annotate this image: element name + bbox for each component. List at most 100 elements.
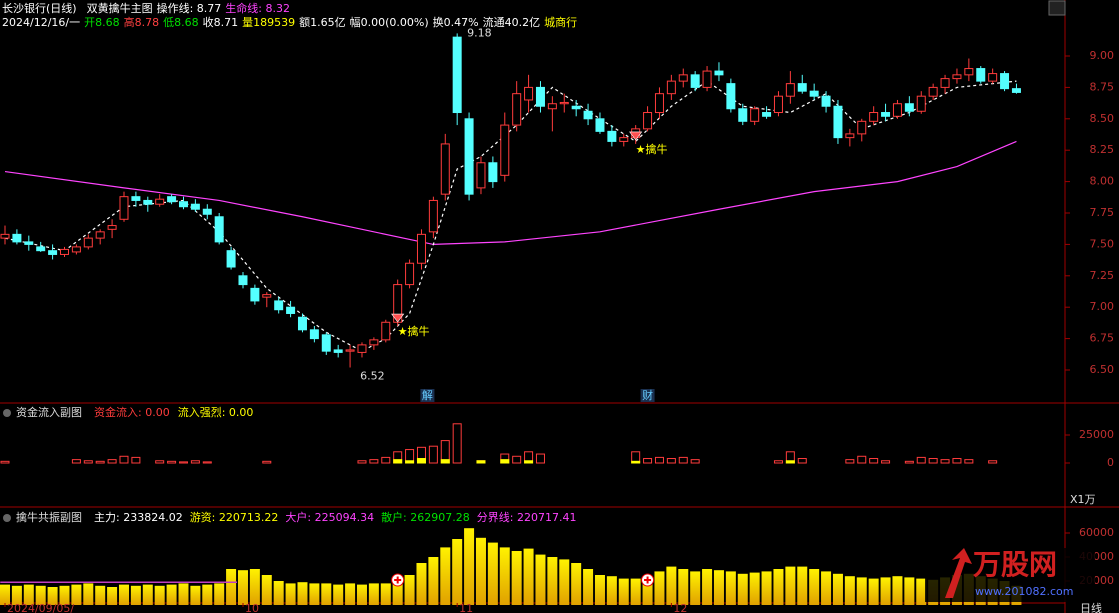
candle-body xyxy=(452,36,462,114)
bar xyxy=(428,557,439,605)
bar xyxy=(809,569,820,605)
legend-entry: 资金流入: 0.00 xyxy=(94,405,170,419)
quote-item: 额1.65亿 xyxy=(299,16,346,29)
candle-body xyxy=(12,233,22,243)
bar xyxy=(368,583,379,605)
legend-entry: 散户: 262907.28 xyxy=(381,510,470,524)
candle-body xyxy=(547,103,557,110)
y-tick-label: 7.75 xyxy=(1090,206,1115,219)
candle-body xyxy=(643,112,653,130)
y-tick-label: 60000 xyxy=(1079,526,1114,539)
legend-entry: 主力: 233824.02 xyxy=(94,511,183,524)
x-tick-label: 2024/09/05/ xyxy=(7,602,74,613)
bar xyxy=(59,585,70,605)
candle-body xyxy=(940,78,950,88)
bar xyxy=(511,551,522,605)
candle-body xyxy=(167,196,177,203)
candle-body xyxy=(36,246,46,252)
bar xyxy=(452,423,462,464)
candle-body xyxy=(107,225,117,230)
legend-entry: 分界线: 220717.41 xyxy=(477,510,577,524)
event-label: 解 xyxy=(422,388,433,402)
bar xyxy=(964,459,974,464)
candle-body xyxy=(381,321,391,341)
logo-url: www.201082.com xyxy=(975,585,1073,598)
x-tick-label: 11 xyxy=(459,602,473,613)
candle-body xyxy=(440,143,450,195)
bar xyxy=(202,461,212,464)
stock-name: 长沙银行(日线) xyxy=(2,2,77,15)
bar xyxy=(666,566,677,605)
candle-body xyxy=(286,306,296,314)
panel-icon xyxy=(3,514,11,522)
candle-body xyxy=(571,105,581,110)
candle-body xyxy=(416,233,426,264)
candle-body xyxy=(607,130,617,142)
candle-body xyxy=(857,120,867,135)
bar xyxy=(702,569,713,605)
candle-body xyxy=(976,68,986,82)
bar xyxy=(476,460,486,464)
bar xyxy=(381,456,391,464)
bar xyxy=(666,458,676,464)
bar xyxy=(773,569,784,605)
y-tick-label: 0 xyxy=(1107,456,1114,469)
bar xyxy=(904,577,915,605)
candle-body xyxy=(797,83,807,92)
legend-entry: 大户: 225094.34 xyxy=(285,510,374,524)
candle-body xyxy=(369,339,379,346)
quote-item: 高8.78 xyxy=(123,16,160,29)
bar xyxy=(845,459,855,464)
bar xyxy=(559,559,570,605)
annotation: ★擒牛 xyxy=(636,142,668,156)
y-tick-label: 7.25 xyxy=(1090,269,1115,282)
quote-item: 城商行 xyxy=(544,16,578,29)
event-marker xyxy=(420,389,435,402)
panel-title: 擒牛共振副图 xyxy=(16,510,82,524)
signal-cross xyxy=(644,576,652,584)
bar xyxy=(202,584,213,605)
bar xyxy=(95,460,105,464)
legend-entry: 流入强烈: 0.00 xyxy=(178,405,254,419)
indicator-line xyxy=(4,80,1017,352)
title-bar: 长沙银行(日线) 双黄擒牛主图 操作线: 8.77 生命线: 8.32 xyxy=(2,0,294,16)
bar xyxy=(190,460,200,464)
candle-body xyxy=(71,246,81,253)
bar xyxy=(940,459,950,464)
bar xyxy=(583,569,594,605)
unit-label: X1万 xyxy=(1070,493,1096,506)
candle-body xyxy=(476,162,486,189)
y-tick-label: 8.50 xyxy=(1090,112,1115,125)
candle-body xyxy=(928,86,938,97)
candle-body xyxy=(309,329,319,340)
annotation: 6.52 xyxy=(360,369,385,382)
candle-body xyxy=(143,199,153,205)
bar xyxy=(868,578,879,605)
indicator-name: 双黄擒牛主图 xyxy=(86,2,153,15)
bar xyxy=(178,583,189,605)
event-label: 财 xyxy=(642,388,653,402)
candle-body xyxy=(345,349,355,352)
bar xyxy=(524,460,534,464)
candle-body xyxy=(988,73,998,82)
candle-body xyxy=(892,103,902,117)
quote-bar: 2024/12/16/一 开8.68 高8.78 低8.68 收8.71 量189539 额… xyxy=(2,14,581,30)
bar xyxy=(618,578,629,605)
indicator-value: 操作线: 8.77 xyxy=(156,2,222,15)
candle-body xyxy=(904,103,914,112)
signal-marker xyxy=(629,131,643,141)
y-tick-label: 7.00 xyxy=(1090,300,1115,313)
candle-body xyxy=(619,137,629,142)
candle-body xyxy=(512,93,522,126)
bar xyxy=(357,460,367,464)
window-button[interactable] xyxy=(1048,0,1066,16)
candle-body xyxy=(916,95,926,112)
candle-body xyxy=(762,112,772,117)
candle-body xyxy=(595,118,605,132)
candle-body xyxy=(262,294,272,298)
quote-item: 开8.68 xyxy=(84,16,120,29)
y-tick-label: 8.00 xyxy=(1090,175,1115,188)
candle-body xyxy=(250,287,260,302)
bar xyxy=(464,528,475,605)
bar xyxy=(797,458,807,464)
